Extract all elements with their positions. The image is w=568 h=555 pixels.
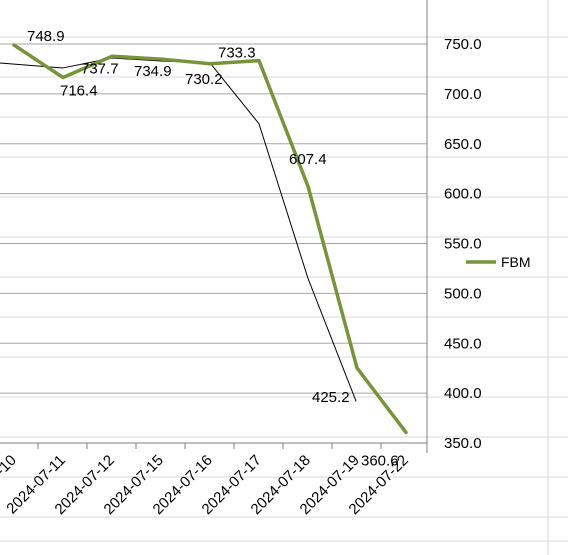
- y-tick-label: 650.0: [444, 136, 482, 153]
- data-labels: 748.9 716.4 737.7 734.9 730.2 733.3 607.4 425.2…: [27, 28, 399, 469]
- x-tick-label: -10: [0, 452, 20, 479]
- y-tick-label: 550.0: [444, 236, 482, 253]
- legend-label: FBM: [501, 254, 531, 270]
- y-tick-label: 400.0: [444, 385, 482, 402]
- y-tick-label: 600.0: [444, 186, 482, 203]
- data-label: 748.9: [27, 28, 65, 45]
- y-tick-label: 350.0: [444, 435, 482, 452]
- data-label: 425.2: [312, 389, 350, 406]
- y-tick-label: 500.0: [444, 285, 482, 302]
- y-tick-label: 750.0: [444, 36, 482, 53]
- data-label: 734.9: [134, 63, 172, 80]
- x-axis-tick-labels: -102024-07-112024-07-122024-07-152024-07…: [0, 452, 412, 518]
- series-line-fbm: [12, 43, 408, 435]
- data-label: 733.3: [218, 45, 256, 62]
- y-tick-label: 700.0: [444, 86, 482, 103]
- data-label: 730.2: [185, 71, 223, 88]
- legend: FBM: [466, 254, 531, 270]
- horizontal-gridlines: [0, 43, 427, 444]
- series-line-secondary: [0, 57, 357, 402]
- y-axis-tick-labels: 350.0 400.0 450.0 500.0 550.0 600.0 650.0 700.0…: [444, 36, 482, 452]
- data-label: 360.6: [361, 452, 399, 469]
- axes: [0, 0, 428, 453]
- data-label: 716.4: [60, 83, 98, 100]
- series-lines: [0, 43, 408, 435]
- data-label: 607.4: [289, 151, 327, 168]
- data-label: 737.7: [81, 60, 119, 77]
- y-tick-label: 450.0: [444, 335, 482, 352]
